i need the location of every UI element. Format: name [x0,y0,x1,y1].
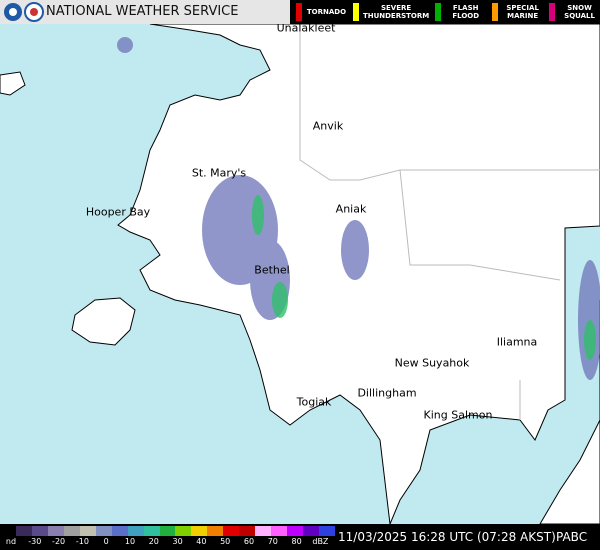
scale-swatch [287,526,304,536]
warning-label: SEVERE THUNDERSTORM [362,4,430,20]
scale-swatch [223,526,240,536]
color-scale [0,526,336,536]
scale-swatch [31,526,48,536]
warning-item: SPECIAL MARINE [486,0,543,24]
place-label: Togiak [296,395,332,409]
scale-label: 50 [220,537,231,546]
scale-label: 60 [243,537,255,546]
scale-swatch [63,526,80,536]
station: PABC [556,530,588,544]
place-label: Unalakleet [276,21,336,35]
scale-swatch [159,526,176,536]
scale-label: -20 [52,537,66,546]
place-label: Hooper Bay [85,205,151,219]
scale-label: 30 [172,537,183,546]
scale-swatch [47,526,64,536]
scale-label: 20 [148,537,159,546]
title: NATIONAL WEATHER SERVICE [46,4,239,19]
warning-item: FLASH FLOOD [429,0,486,24]
scale-label: 10 [124,537,136,546]
scale-label: nd [5,537,17,546]
scale-swatch [79,526,96,536]
scale-swatch [207,526,224,536]
place-label: Anvik [312,119,344,133]
scale-label: 70 [267,537,278,546]
scale-label: 40 [196,537,207,546]
place-label: Dillingham [357,386,417,400]
warning-label: SNOW SQUALL [564,4,595,20]
warning-swatch [549,3,556,21]
warning-item: SNOW SQUALL [543,0,600,24]
place-label: Bethel [254,263,290,277]
warning-label: TORNADO [306,8,347,16]
warning-item: SEVERE THUNDERSTORM [347,0,429,24]
place-label: King Salmon [423,408,493,422]
warning-swatch [435,3,442,21]
logos [4,2,44,22]
scale-label: 0 [103,537,109,546]
scale-swatch [271,526,288,536]
place-label: St. Mary's [191,166,247,180]
scale-label: -10 [75,537,89,546]
warning-label: FLASH FLOOD [452,4,480,20]
warning-item: TORNADO [290,0,347,24]
scale-swatch [255,526,272,536]
scale-swatch [239,526,256,536]
place-label: New Suyahok [394,356,470,370]
scale-label: dBZ [312,537,329,546]
scale-swatch [127,526,144,536]
place-label: Aniak [335,202,367,216]
scale-swatch [303,526,320,536]
scale-swatch [111,526,128,536]
place-label: Iliamna [496,335,538,349]
warning-label: SPECIAL MARINE [506,4,539,20]
scale-swatch [0,526,16,536]
scale-swatch [319,526,336,536]
scale-swatch [191,526,208,536]
timestamp: 11/03/2025 16:28 UTC (07:28 AKST) [338,530,556,544]
warning-swatch [296,3,302,21]
scale-label: 80 [291,537,302,546]
scale-label: -30 [28,537,42,546]
warning-swatch [352,3,359,21]
scale-swatch [143,526,160,536]
scale-swatch [175,526,192,536]
scale-swatch [95,526,112,536]
warning-legend: TORNADO SEVERE THUNDERSTORM FLASH FLOOD SPE… [290,0,600,24]
footer: 11/03/2025 16:28 UTC (07:28 AKST) PABC n… [0,524,600,550]
warning-swatch [492,3,499,21]
header: NATIONAL WEATHER SERVICE TORNADO SEVERE T… [0,0,600,24]
scale-swatch [15,526,32,536]
